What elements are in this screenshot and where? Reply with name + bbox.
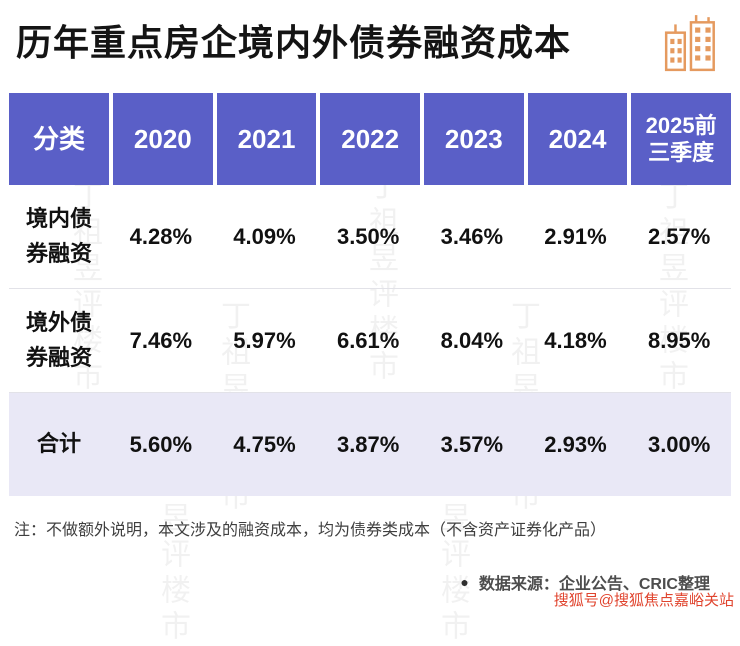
- cell-value: 8.04%: [440, 327, 504, 353]
- cell-value: 3.46%: [440, 223, 504, 249]
- footnote: 注：不做额外说明，本文涉及的融资成本，均为债券类成本（不含资产证券化产品）: [14, 522, 607, 539]
- cell-value: 3.57%: [440, 431, 504, 457]
- column-header-2024: 2024: [527, 93, 628, 185]
- row-label: 境内债券融资: [25, 206, 92, 266]
- cell-value: 4.09%: [233, 223, 296, 249]
- buildings-icon: [662, 12, 722, 79]
- cell-value: 2.57%: [647, 223, 711, 249]
- cell-value: 4.18%: [544, 327, 607, 353]
- table-row-overseas: 境外债券融资 7.46% 5.97% 6.61% 8.04% 4.18% 8.9…: [9, 289, 731, 393]
- cell-value: 7.46%: [129, 327, 193, 353]
- site-watermark: 搜狐号@搜狐焦点嘉峪关站: [553, 592, 734, 609]
- cell-value: 3.87%: [336, 431, 400, 457]
- column-header-2023: 2023: [423, 93, 524, 185]
- data-source-row: ● 数据来源：企业公告、CRIC整理: [0, 570, 710, 594]
- cell-value: 5.97%: [233, 327, 296, 353]
- cell-value: 6.61%: [336, 327, 400, 353]
- row-label: 境外债券融资: [25, 310, 92, 370]
- financing-cost-table: 分类 2020 2021 2022 2023 2024 2025前三季度 境内债…: [9, 93, 731, 496]
- row-label: 合计: [36, 431, 81, 457]
- table-header-row: 分类 2020 2021 2022 2023 2024 2025前三季度: [9, 93, 731, 185]
- table-row-domestic: 境内债券融资 4.28% 4.09% 3.50% 3.46% 2.91% 2.5…: [9, 185, 731, 289]
- cell-value: 3.00%: [647, 431, 711, 457]
- cell-value: 4.28%: [129, 223, 193, 249]
- cell-value: 2.93%: [544, 431, 607, 457]
- table-row-total: 合计 5.60% 4.75% 3.87% 3.57% 2.93% 3.00%: [9, 393, 731, 496]
- cell-value: 2.91%: [544, 223, 607, 249]
- bullet-icon: ●: [460, 574, 469, 590]
- column-header-2021: 2021: [216, 93, 317, 185]
- column-header-2025q3: 2025前三季度: [631, 93, 731, 185]
- cell-value: 4.75%: [233, 431, 296, 457]
- cell-value: 5.60%: [129, 431, 193, 457]
- header: 历年重点房企境内外债券融资成本: [0, 0, 740, 79]
- column-header-2020: 2020: [113, 93, 213, 185]
- cell-value: 3.50%: [336, 223, 400, 249]
- cell-value: 8.95%: [647, 327, 711, 353]
- page-title: 历年重点房企境内外债券融资成本: [16, 22, 572, 63]
- column-header-2022: 2022: [320, 93, 420, 185]
- column-header-category: 分类: [9, 93, 109, 185]
- data-source-text: 数据来源：企业公告、CRIC整理: [478, 576, 710, 593]
